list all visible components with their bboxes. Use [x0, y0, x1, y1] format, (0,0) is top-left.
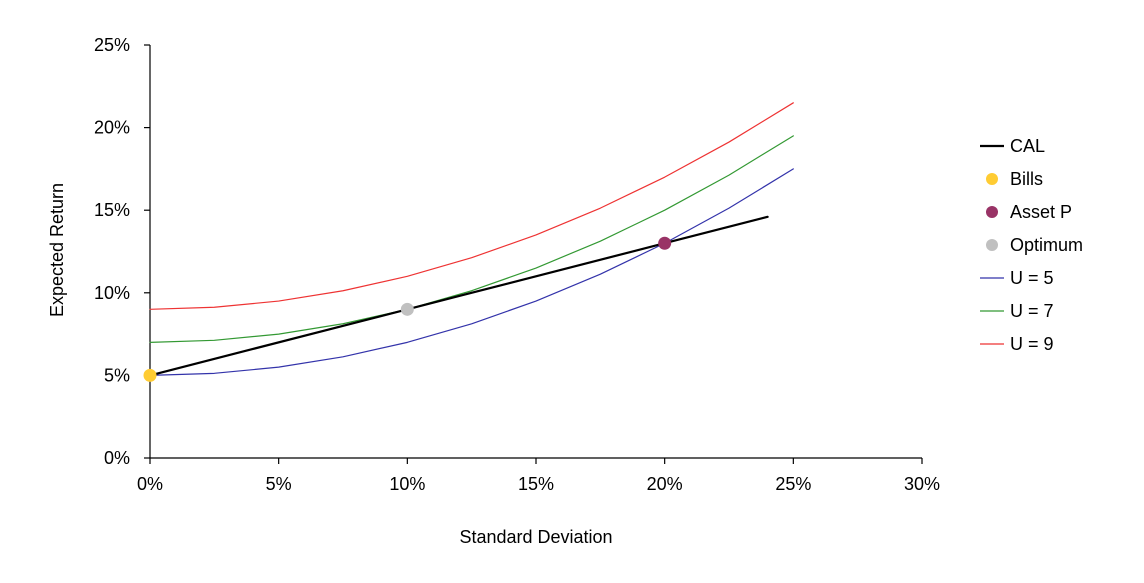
legend: CAL Bills Asset P Optimum U = 5 U = 7 U = 9 — [980, 136, 1083, 354]
x-tick-label: 5% — [266, 474, 292, 494]
y-tick-label: 20% — [94, 118, 130, 138]
legend-label: CAL — [1010, 136, 1045, 156]
x-tick-label: 20% — [647, 474, 683, 494]
x-tick-label: 10% — [389, 474, 425, 494]
legend-item-u-7: U = 7 — [980, 301, 1054, 321]
legend-label: U = 9 — [1010, 334, 1054, 354]
legend-label: U = 5 — [1010, 268, 1054, 288]
series-layer — [148, 102, 794, 377]
series-line-cal — [148, 215, 769, 377]
legend-item-optimum: Optimum — [986, 235, 1083, 255]
legend-marker — [986, 206, 998, 218]
x-tick-label: 15% — [518, 474, 554, 494]
legend-label: Bills — [1010, 169, 1043, 189]
y-axis-title: Expected Return — [47, 183, 67, 317]
legend-label: U = 7 — [1010, 301, 1054, 321]
y-tick-label: 25% — [94, 35, 130, 55]
point-asset-p — [658, 236, 672, 250]
legend-label: Optimum — [1010, 235, 1083, 255]
series-line-u-5 — [149, 168, 794, 376]
series-line-u-9 — [149, 102, 794, 310]
legend-item-cal: CAL — [980, 136, 1045, 156]
x-tick-label: 30% — [904, 474, 940, 494]
legend-marker — [986, 239, 998, 251]
axes-layer: 0% 5% 10% 15% 20% 25% 30% 0% 5% 10% 15% 20% 25% — [94, 35, 940, 494]
x-axis-title: Standard Deviation — [459, 527, 612, 547]
x-tick-label: 0% — [137, 474, 163, 494]
point-optimum — [400, 302, 414, 316]
y-tick-label: 15% — [94, 200, 130, 220]
legend-label: Asset P — [1010, 202, 1072, 222]
point-bills — [143, 368, 157, 382]
x-tick-label: 25% — [775, 474, 811, 494]
series-line-u-7 — [149, 135, 794, 343]
legend-marker — [986, 173, 998, 185]
legend-item-bills: Bills — [986, 169, 1043, 189]
points-layer — [143, 236, 672, 382]
legend-item-u-9: U = 9 — [980, 334, 1054, 354]
y-tick-label: 5% — [104, 365, 130, 385]
legend-item-asset-p: Asset P — [986, 202, 1072, 222]
y-tick-label: 0% — [104, 448, 130, 468]
legend-item-u-5: U = 5 — [980, 268, 1054, 288]
y-tick-label: 10% — [94, 283, 130, 303]
